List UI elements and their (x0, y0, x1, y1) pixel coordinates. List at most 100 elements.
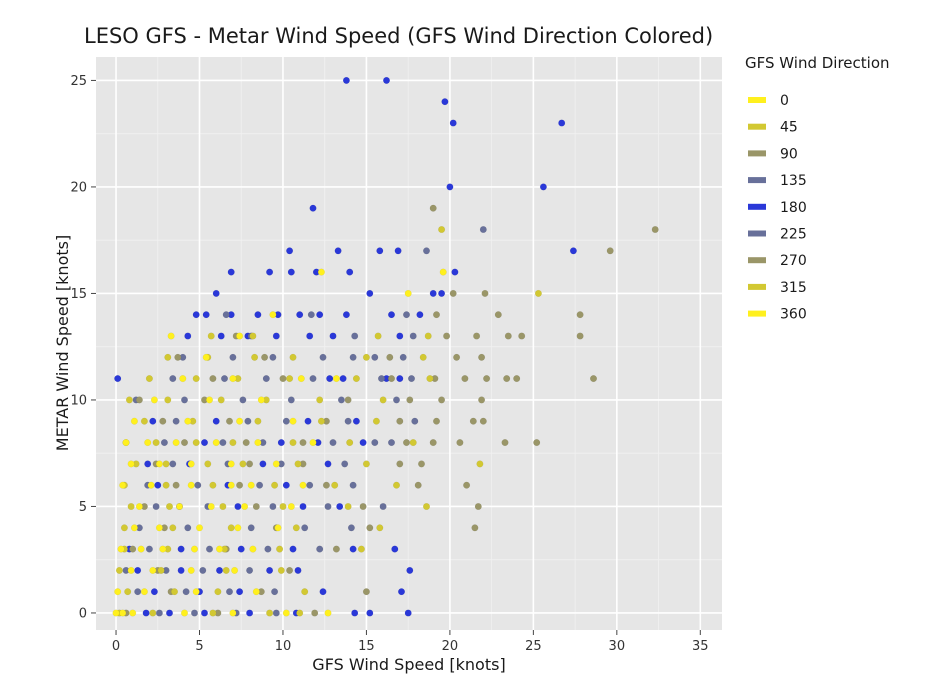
data-point (404, 609, 412, 617)
data-point (150, 588, 158, 596)
data-point (266, 268, 274, 276)
data-point (140, 417, 148, 425)
x-tick-label: 0 (112, 639, 120, 654)
data-point (249, 332, 257, 340)
data-point (249, 545, 257, 553)
plot-area (96, 57, 722, 630)
data-point (309, 204, 317, 212)
data-point (443, 332, 451, 340)
data-point (134, 566, 142, 574)
data-point (247, 481, 255, 489)
data-point (215, 566, 223, 574)
data-point (304, 417, 312, 425)
data-point (254, 311, 262, 319)
data-point (137, 545, 145, 553)
data-point (217, 332, 225, 340)
data-point (371, 353, 379, 361)
data-point (322, 481, 330, 489)
data-point (192, 375, 200, 383)
data-point (449, 119, 457, 127)
data-point (236, 481, 244, 489)
data-point (207, 503, 215, 511)
data-point (289, 353, 297, 361)
data-point (371, 439, 379, 447)
data-point (349, 545, 357, 553)
data-point (309, 375, 317, 383)
data-point (393, 481, 401, 489)
data-point (329, 332, 337, 340)
data-point (366, 609, 374, 617)
data-point (366, 524, 374, 532)
data-point (383, 76, 391, 84)
data-point (391, 545, 399, 553)
data-point (349, 481, 357, 489)
data-point (317, 417, 325, 425)
data-point (316, 396, 324, 404)
data-point (200, 439, 208, 447)
data-point (326, 375, 334, 383)
data-point (319, 588, 327, 596)
data-point (342, 311, 350, 319)
data-point (182, 588, 190, 596)
data-point (129, 609, 137, 617)
data-point (339, 375, 347, 383)
data-point (217, 396, 225, 404)
data-point (127, 460, 135, 468)
data-point (347, 524, 355, 532)
data-point (396, 417, 404, 425)
data-point (331, 481, 339, 489)
data-point (289, 439, 297, 447)
data-point (362, 353, 370, 361)
y-tick-label: 25 (70, 74, 87, 89)
data-point (423, 503, 431, 511)
data-point (205, 545, 213, 553)
data-point (337, 396, 345, 404)
data-point (324, 609, 332, 617)
data-point (306, 481, 314, 489)
data-point (316, 545, 324, 553)
gridlines (96, 57, 722, 630)
data-point (534, 289, 542, 297)
data-point (277, 566, 285, 574)
data-point (286, 566, 294, 574)
data-point (266, 609, 274, 617)
data-point (469, 417, 477, 425)
data-point (231, 566, 239, 574)
data-point (254, 439, 262, 447)
data-point (463, 481, 471, 489)
data-point (135, 503, 143, 511)
data-point (125, 396, 133, 404)
data-point (202, 353, 210, 361)
data-point (192, 588, 200, 596)
data-point (372, 417, 380, 425)
data-point (269, 311, 277, 319)
data-point (246, 460, 254, 468)
data-point (192, 311, 200, 319)
data-point (374, 332, 382, 340)
legend-label: 360 (780, 307, 807, 323)
data-point (164, 396, 172, 404)
data-point (539, 183, 547, 191)
data-point (399, 353, 407, 361)
data-point (120, 524, 128, 532)
data-point (394, 247, 402, 255)
data-point (341, 460, 349, 468)
data-point (119, 481, 127, 489)
data-point (533, 439, 541, 447)
data-point (159, 417, 167, 425)
data-point (346, 268, 354, 276)
data-point (129, 545, 137, 553)
data-point (429, 289, 437, 297)
data-point (220, 375, 228, 383)
x-tick-label: 5 (195, 639, 203, 654)
data-point (152, 503, 160, 511)
data-point (418, 460, 426, 468)
data-point (590, 375, 598, 383)
data-point (272, 332, 280, 340)
data-point (503, 375, 511, 383)
data-point (316, 311, 324, 319)
data-point (212, 417, 220, 425)
data-point (456, 439, 464, 447)
data-point (352, 375, 360, 383)
data-point (292, 524, 300, 532)
